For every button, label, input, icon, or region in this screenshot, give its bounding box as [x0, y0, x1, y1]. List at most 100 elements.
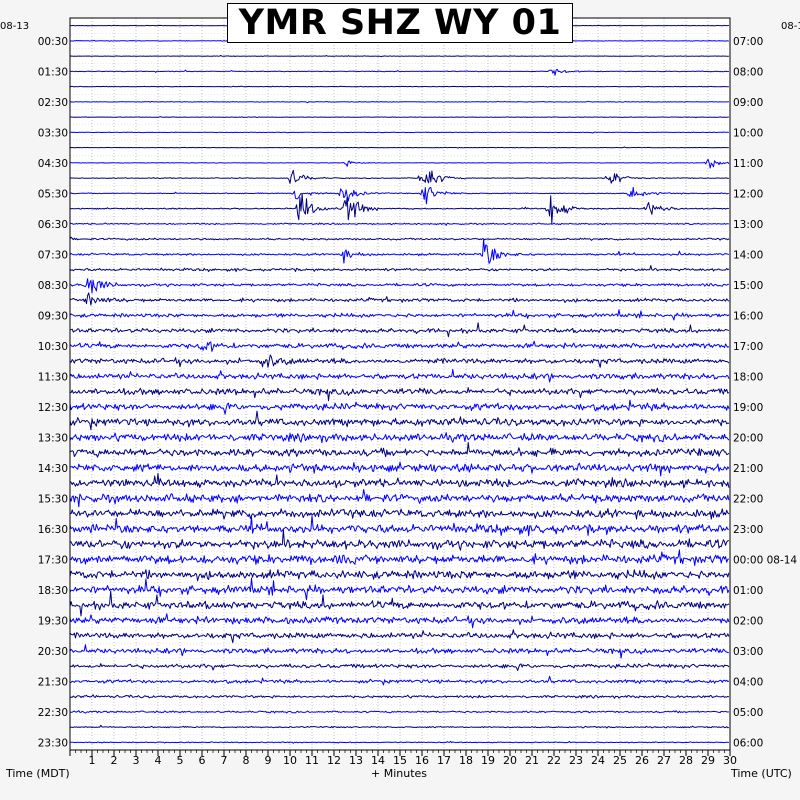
- trace-line: [69, 85, 729, 88]
- right-time-label: 19:00: [733, 402, 763, 414]
- x-tick-label: 1: [89, 754, 96, 767]
- left-time-label: 13:30: [38, 432, 68, 444]
- trace-line: [69, 710, 729, 714]
- right-time-label: 08:00: [733, 66, 763, 78]
- x-tick-label: 29: [701, 754, 715, 767]
- x-tick-label: 16: [415, 754, 429, 767]
- x-tick-label: 17: [437, 754, 451, 767]
- left-time-label: 21:30: [38, 676, 68, 688]
- right-axis-label: Time (UTC): [731, 767, 792, 780]
- grid: [70, 18, 730, 750]
- right-time-label: 17:00: [733, 341, 763, 353]
- trace-line: [69, 461, 730, 477]
- trace-line: [69, 146, 729, 149]
- x-tick-label: 2: [111, 754, 118, 767]
- right-time-label: 18:00: [733, 371, 763, 383]
- x-tick-label: 14: [371, 754, 385, 767]
- trace-line: [69, 399, 730, 415]
- trace-line: [69, 515, 729, 537]
- left-time-label: 16:30: [38, 524, 68, 536]
- x-tick-label: 13: [349, 754, 363, 767]
- trace-line: [69, 489, 730, 508]
- left-time-label: 06:30: [38, 219, 68, 231]
- right-time-label: 01:00: [733, 585, 763, 597]
- trace-line: [69, 740, 729, 744]
- trace-line: [69, 193, 730, 224]
- left-time-label: 02:30: [38, 97, 68, 109]
- trace-line: [69, 309, 730, 321]
- left-time-label: 12:30: [38, 402, 68, 414]
- trace-line: [69, 410, 730, 431]
- right-time-label: 16:00: [733, 310, 763, 322]
- left-time-label: 03:30: [38, 127, 68, 139]
- x-tick-label: 9: [265, 754, 272, 767]
- x-tick-label: 12: [327, 754, 341, 767]
- right-time-label: 21:00: [733, 463, 763, 475]
- left-time-label: 18:30: [38, 585, 68, 597]
- left-time-label: 15:30: [38, 493, 68, 505]
- x-tick-label: 8: [243, 754, 250, 767]
- trace-line: [70, 158, 730, 169]
- right-time-label: 03:00: [733, 646, 763, 658]
- trace-line: [69, 354, 730, 368]
- trace-line: [69, 340, 730, 352]
- trace-line: [69, 549, 729, 566]
- trace-line: [70, 387, 730, 402]
- x-tick-label: 11: [305, 754, 319, 767]
- trace-line: [69, 55, 729, 58]
- trace-line: [69, 472, 730, 489]
- right-time-label: 20:00: [733, 432, 763, 444]
- trace-line: [69, 292, 730, 306]
- trace-line: [69, 442, 730, 458]
- x-tick-label: 22: [547, 754, 561, 767]
- x-tick-label: 6: [199, 754, 206, 767]
- trace-line: [69, 508, 730, 520]
- left-time-label: 19:30: [38, 615, 68, 627]
- left-time-label: 22:30: [38, 707, 68, 719]
- x-tick-label: 26: [635, 754, 649, 767]
- trace-line: [69, 675, 730, 686]
- right-time-label: 10:00: [733, 127, 763, 139]
- right-time-label: 00:00 08-14: [733, 554, 797, 566]
- chart-title: YMR SHZ WY 01: [238, 2, 562, 43]
- trace-line: [69, 236, 730, 241]
- trace-line: [69, 577, 730, 601]
- x-tick-label: 3: [133, 754, 140, 767]
- left-time-label: 10:30: [38, 341, 68, 353]
- x-tick-label: 19: [481, 754, 495, 767]
- trace-line: [69, 613, 730, 629]
- right-time-labels: 07:00 08:00 09:00 10:00 11:00 12:00 13:00 14:00…: [733, 36, 797, 750]
- left-time-label: 17:30: [38, 554, 68, 566]
- right-time-label: 13:00: [733, 219, 763, 231]
- left-start-date: 08-13: [0, 21, 30, 32]
- x-tick-label: 27: [657, 754, 671, 767]
- trace-line: [69, 694, 730, 699]
- trace-line: [69, 368, 730, 383]
- trace-line: [69, 529, 730, 551]
- right-time-label: 11:00: [733, 158, 763, 170]
- left-axis-label: Time (MDT): [6, 767, 70, 780]
- x-tick-label: 18: [459, 754, 473, 767]
- left-time-label: 04:30: [38, 158, 68, 170]
- trace-line: [70, 116, 729, 119]
- trace-line: [69, 724, 730, 729]
- trace-line: [69, 100, 729, 104]
- x-tick-label: 5: [177, 754, 184, 767]
- right-time-label: 23:00: [733, 524, 763, 536]
- trace-line: [69, 278, 729, 294]
- x-tick-label: 21: [525, 754, 539, 767]
- x-tick-label: 28: [679, 754, 693, 767]
- right-time-label: 22:00: [733, 493, 763, 505]
- x-tick-label: 4: [155, 754, 162, 767]
- x-tick-label: 10: [283, 754, 297, 767]
- trace-line: [69, 169, 729, 184]
- x-tick-labels: 1 2 3 4 5 6 7 8 9 10 11 12 13 14 15 16 17 18 19 20 21 22 23 24 2…: [89, 754, 738, 767]
- right-time-label: 07:00: [733, 36, 763, 48]
- trace-line: [69, 432, 730, 444]
- right-start-date: 08-1: [781, 21, 800, 32]
- trace-line: [69, 265, 730, 273]
- seismic-traces: [69, 24, 730, 744]
- trace-line: [69, 131, 729, 134]
- trace-line: [69, 644, 729, 659]
